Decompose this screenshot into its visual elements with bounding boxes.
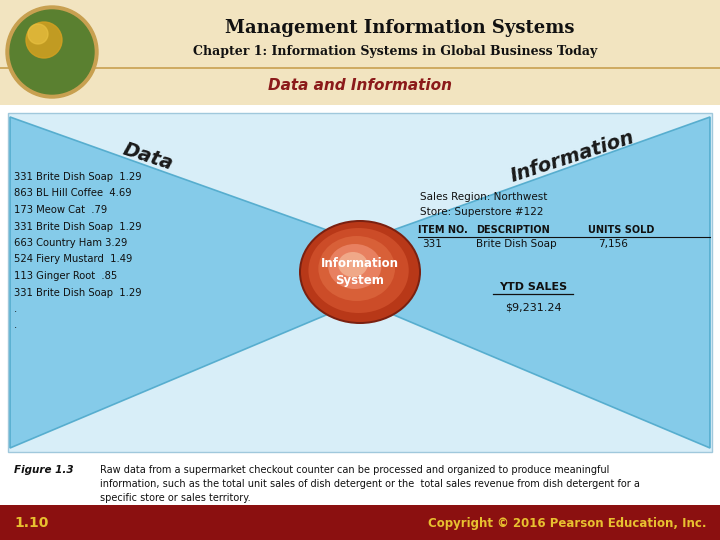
Text: 663 Country Ham 3.29: 663 Country Ham 3.29 [14, 238, 127, 248]
Circle shape [26, 22, 62, 58]
Text: UNITS SOLD: UNITS SOLD [588, 225, 654, 235]
Text: 173 Meow Cat  .79: 173 Meow Cat .79 [14, 205, 107, 215]
Text: 524 Fiery Mustard  1.49: 524 Fiery Mustard 1.49 [14, 254, 132, 265]
Polygon shape [382, 117, 710, 448]
Bar [0, 505, 720, 540]
Text: ITEM NO.: ITEM NO. [418, 225, 468, 235]
Text: 1.10: 1.10 [14, 516, 48, 530]
Bar [0, 0, 720, 105]
Text: 331 Brite Dish Soap  1.29: 331 Brite Dish Soap 1.29 [14, 172, 142, 182]
Text: 113 Ginger Root  .85: 113 Ginger Root .85 [14, 271, 117, 281]
Text: Management Information Systems: Management Information Systems [225, 19, 575, 37]
Text: Information
System: Information System [321, 257, 399, 287]
Text: Store: Superstore #122: Store: Superstore #122 [420, 207, 544, 217]
Text: .: . [14, 321, 17, 330]
Text: $9,231.24: $9,231.24 [505, 302, 562, 312]
Text: Data and Information: Data and Information [268, 78, 452, 92]
Text: Figure 1.3: Figure 1.3 [14, 465, 73, 475]
Ellipse shape [299, 220, 421, 324]
Ellipse shape [308, 228, 409, 313]
Ellipse shape [318, 236, 395, 301]
Text: Brite Dish Soap: Brite Dish Soap [476, 239, 557, 249]
Ellipse shape [328, 244, 382, 289]
Circle shape [6, 6, 98, 98]
Text: Raw data from a supermarket checkout counter can be processed and organized to p: Raw data from a supermarket checkout cou… [100, 465, 640, 503]
Text: Data: Data [120, 140, 176, 174]
Text: Sales Region: Northwest: Sales Region: Northwest [420, 192, 547, 202]
Text: Copyright © 2016 Pearson Education, Inc.: Copyright © 2016 Pearson Education, Inc. [428, 516, 706, 530]
Polygon shape [10, 117, 338, 448]
Text: 863 BL Hill Coffee  4.69: 863 BL Hill Coffee 4.69 [14, 188, 132, 199]
Ellipse shape [301, 222, 419, 322]
Ellipse shape [338, 252, 368, 277]
Text: YTD SALES: YTD SALES [499, 282, 567, 292]
Text: .: . [14, 304, 17, 314]
Text: DESCRIPTION: DESCRIPTION [476, 225, 550, 235]
Text: 7,156: 7,156 [598, 239, 628, 249]
Circle shape [10, 10, 94, 94]
Text: Information: Information [508, 128, 636, 186]
Circle shape [28, 24, 48, 44]
Bar [8, 113, 712, 452]
Text: 331 Brite Dish Soap  1.29: 331 Brite Dish Soap 1.29 [14, 221, 142, 232]
Text: Chapter 1: Information Systems in Global Business Today: Chapter 1: Information Systems in Global… [193, 45, 597, 58]
Text: 331 Brite Dish Soap  1.29: 331 Brite Dish Soap 1.29 [14, 287, 142, 298]
Text: 331: 331 [422, 239, 442, 249]
